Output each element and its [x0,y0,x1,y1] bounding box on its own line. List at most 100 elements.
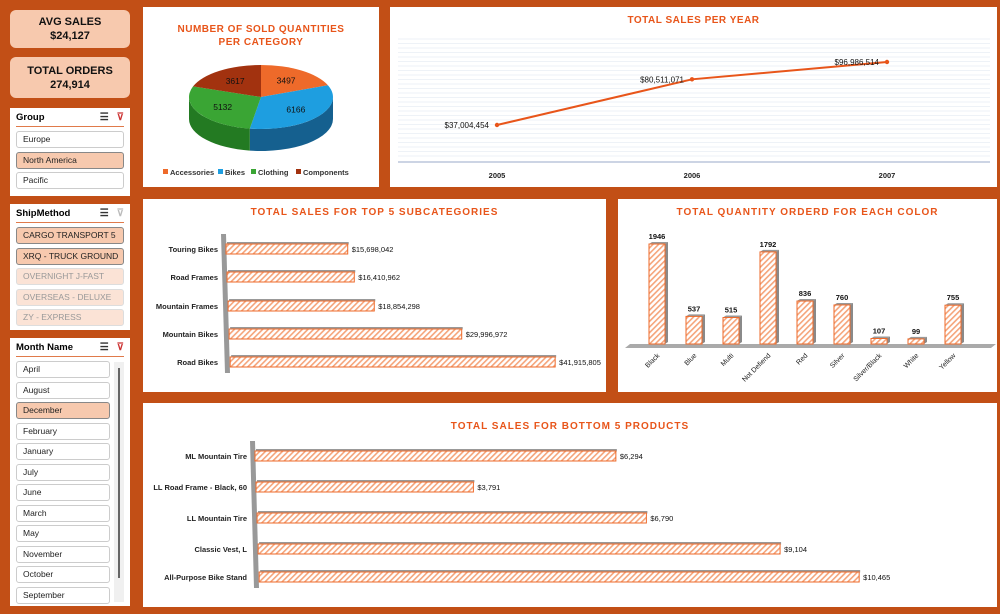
y-tick-label: LL Road Frame - Black, 60 [153,483,247,492]
data-label: 760 [836,293,849,302]
bar-side [702,314,705,344]
pie-data-label: 3617 [226,76,245,86]
slicer-item-january[interactable]: January [16,443,110,460]
legend-swatch-accessories [163,169,168,174]
data-label: 99 [912,327,920,336]
legend-label: Components [303,168,349,177]
bar-side [924,336,927,344]
bar-side [850,302,853,344]
y-tick-label: Road Frames [170,273,218,282]
multi-select-icon[interactable]: ☰ [99,342,109,353]
slicer-item-february[interactable]: February [16,422,110,440]
x-tick-label: Black [644,352,661,369]
slicer-item-june[interactable]: June [16,484,110,501]
slicer-header: Group ☰ ⊽ [16,112,124,127]
slicer-item-cargo-transport-5[interactable]: CARGO TRANSPORT 5 [16,227,124,244]
data-point [884,59,890,65]
slicer-item-overnight-j-fast[interactable]: OVERNIGHT J-FAST [16,268,124,285]
pie-data-label: 3497 [277,76,296,86]
bar-black [648,243,666,345]
multi-select-icon[interactable]: ☰ [99,112,109,123]
chart-title: TOTAL QUANTITY ORDERD FOR EACH COLOR [676,207,939,218]
slicer-header: Month Name ☰ ⊽ [16,342,124,357]
slicer-item-may[interactable]: May [16,525,110,542]
line-panel: TOTAL SALES PER YEAR $37,004,454 2005 $80,… [390,7,997,187]
data-label: $16,410,962 [358,273,400,282]
slicer-item-overseas-deluxe[interactable]: OVERSEAS - DELUXE [16,288,124,306]
kpi-value: $24,127 [50,30,90,42]
bar-ll-mountain-tire [256,512,647,524]
data-label: $80,511,071 [640,75,684,84]
y-tick-label: ML Mountain Tire [185,452,247,461]
bar-classic-vest-l [257,543,781,555]
x-tick-label: Multi [720,352,736,368]
bar-shadow [227,242,349,245]
kpi-label: AVG SALES [38,16,102,28]
color-panel: TOTAL QUANTITY ORDERD FOR EACH COLOR 194… [618,199,997,392]
y-tick-label: Road Bikes [177,358,218,367]
data-label: $18,854,298 [378,302,420,311]
bar-multi [722,317,740,345]
slicer-item-october[interactable]: October [16,566,110,583]
bar-red [796,300,814,345]
clear-filter-icon[interactable]: ⊽ [116,112,124,123]
bar-shadow [260,570,861,573]
chart-title: TOTAL SALES FOR BOTTOM 5 PRODUCTS [450,421,690,432]
slicer-item-september[interactable]: September [16,586,110,604]
legend-swatch-bikes [218,169,223,174]
slicer-item-july[interactable]: July [16,463,110,481]
bar-side [813,299,816,344]
bar-shadow [230,327,463,330]
x-tick-label: White [903,352,921,370]
top5-panel: TOTAL SALES FOR TOP 5 SUBCATEGORIES Tour… [143,199,606,392]
clear-filter-icon[interactable]: ⊽ [116,208,124,219]
slicer-title: Month Name [16,342,73,353]
clear-filter-icon[interactable]: ⊽ [116,342,124,353]
data-label: $15,698,042 [352,245,394,254]
kpi-avg-sales: AVG SALES $24,127 [10,10,130,48]
y-tick-label: LL Mountain Tire [187,514,247,523]
slicer-item-april[interactable]: April [16,361,110,378]
bar-silver [833,304,851,345]
pie-side-bikes [249,97,333,151]
bar-top [760,249,779,252]
data-label: 1792 [760,240,777,249]
slicer-item-december[interactable]: December [16,402,110,419]
slicer-item-north-america[interactable]: North America [16,151,124,169]
legend-label: Bikes [225,168,245,177]
data-label: $29,996,972 [466,330,508,339]
slicer-title: ShipMethod [16,208,71,219]
slicer-group: Group ☰ ⊽ Europe North America Pacific [10,108,130,196]
multi-select-icon[interactable]: ☰ [99,208,109,219]
slicer-item-zy-express[interactable]: ZY - EXPRESS [16,309,124,326]
slicer-item-march[interactable]: March [16,504,110,522]
slicer-item-xrq-truck-ground[interactable]: XRQ - TRUCK GROUND [16,247,124,265]
bar-ml-mountain-tire [254,450,617,462]
x-tick-label: Not Defiend [741,352,772,383]
kpi-total-orders: TOTAL ORDERS 274,914 [10,57,130,98]
bar-shadow [231,355,557,358]
slicer-item-november[interactable]: November [16,545,110,563]
pie-slice-clothing [189,86,261,129]
slicer-item-pacific[interactable]: Pacific [16,172,124,189]
slicer-title: Group [16,112,45,123]
data-label: 755 [947,293,960,302]
x-tick-label: 2007 [879,171,896,180]
x-tick-label: Yellow [938,352,958,372]
slicer-shipmethod: ShipMethod ☰ ⊽ CARGO TRANSPORT 5 XRQ - TRUCK… [10,204,130,330]
pie-data-label: 6166 [286,104,305,114]
slicer-item-europe[interactable]: Europe [16,131,124,148]
bar-shadow [257,480,475,483]
scrollbar[interactable] [114,362,124,602]
data-label: $6,790 [650,514,673,523]
bar-shadow [259,542,782,545]
data-label: 836 [799,289,812,298]
data-label: $10,465 [863,573,890,582]
legend-swatch-clothing [251,169,256,174]
pie-slice-accessories [261,65,328,97]
slicer-item-august[interactable]: August [16,381,110,399]
y-tick-label: All-Purpose Bike Stand [164,573,247,582]
floor [625,344,996,348]
bar-touring-bikes [225,243,349,255]
slicer-month: Month Name ☰ ⊽ April August December February J… [10,338,130,606]
